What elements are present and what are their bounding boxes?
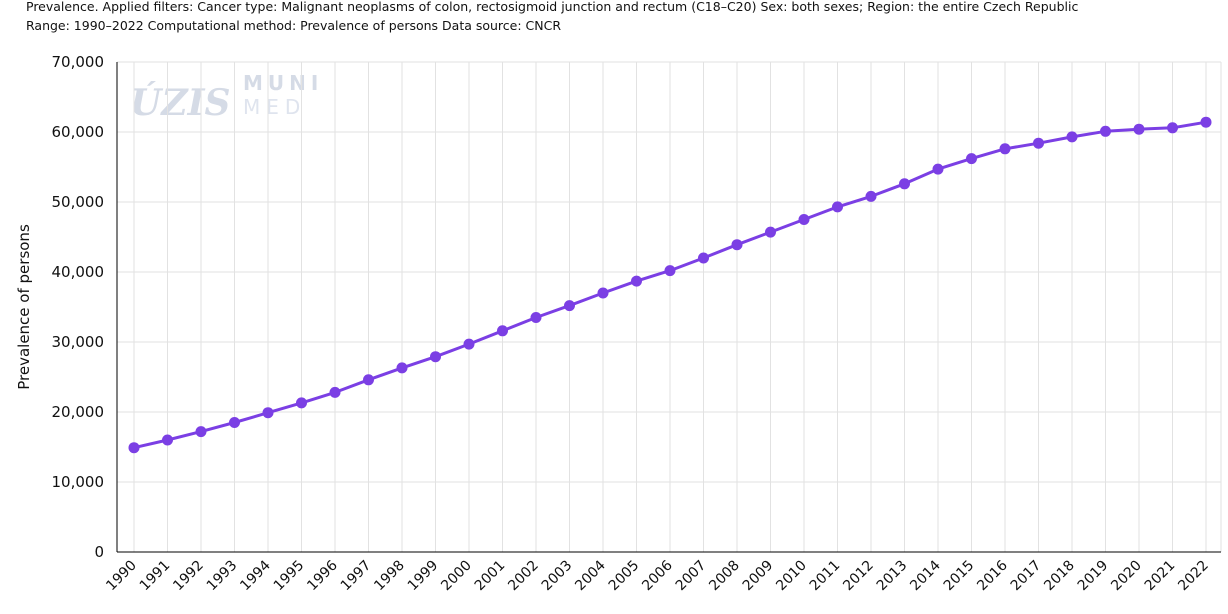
- data-point[interactable]: [497, 325, 508, 337]
- watermark-med: MED: [243, 95, 306, 119]
- data-point[interactable]: [1066, 131, 1078, 143]
- x-tick-label: 1993: [204, 558, 241, 595]
- x-tick-label: 2001: [472, 558, 509, 595]
- watermark-muni: MUNI: [243, 71, 323, 95]
- data-point[interactable]: [430, 351, 441, 363]
- y-tick-label: 50,000: [52, 193, 105, 211]
- data-point[interactable]: [396, 362, 408, 374]
- x-tick-label: 1991: [137, 558, 174, 595]
- data-point[interactable]: [564, 300, 575, 312]
- data-point[interactable]: [1033, 137, 1044, 149]
- data-point[interactable]: [698, 252, 709, 264]
- data-point[interactable]: [195, 426, 207, 438]
- data-point[interactable]: [865, 190, 877, 202]
- data-point[interactable]: [832, 201, 843, 213]
- data-point[interactable]: [966, 153, 977, 165]
- data-point[interactable]: [999, 143, 1011, 155]
- data-point[interactable]: [631, 275, 642, 287]
- data-point[interactable]: [229, 417, 240, 428]
- x-tick-label: 1999: [405, 558, 442, 595]
- x-tick-label: 2012: [840, 558, 877, 595]
- data-point[interactable]: [463, 338, 475, 350]
- data-point[interactable]: [329, 386, 341, 398]
- series-prevalence: [128, 116, 1212, 454]
- x-tick-label: 2016: [974, 557, 1011, 594]
- x-tick-label: 2000: [438, 558, 475, 595]
- y-tick-label: 70,000: [52, 53, 105, 71]
- data-point[interactable]: [363, 374, 374, 386]
- x-tick-label: 2019: [1075, 558, 1112, 595]
- data-point[interactable]: [1133, 123, 1145, 135]
- x-tick-label: 1997: [338, 558, 375, 595]
- data-point[interactable]: [664, 265, 676, 277]
- y-tick-label: 60,000: [52, 123, 105, 141]
- x-tick-label: 2008: [706, 558, 743, 595]
- x-tick-label: 2017: [1008, 558, 1045, 595]
- data-point[interactable]: [530, 312, 542, 323]
- x-axis-ticks: 1990199119921993199419951996199719981999…: [103, 557, 1212, 594]
- data-point[interactable]: [162, 434, 173, 446]
- watermark-uzis: ÚZIS: [130, 82, 231, 124]
- y-tick-label: 0: [94, 543, 104, 561]
- x-tick-label: 2011: [807, 558, 844, 595]
- x-tick-label: 2018: [1041, 558, 1078, 595]
- x-tick-label: 1995: [271, 558, 308, 595]
- x-tick-label: 2006: [639, 557, 676, 594]
- y-tick-label: 30,000: [52, 333, 105, 351]
- data-point[interactable]: [262, 407, 274, 419]
- x-tick-label: 2021: [1142, 558, 1179, 595]
- x-tick-label: 2002: [505, 558, 542, 595]
- data-point[interactable]: [1200, 116, 1212, 128]
- y-axis-label: Prevalence of persons: [15, 224, 33, 390]
- x-tick-label: 2009: [740, 558, 777, 595]
- x-tick-label: 1998: [371, 558, 408, 595]
- x-tick-label: 2020: [1108, 558, 1145, 595]
- filters-caption-line1: Prevalence. Applied filters: Cancer type…: [26, 0, 1079, 14]
- x-tick-label: 2004: [572, 557, 609, 594]
- data-point[interactable]: [932, 163, 944, 175]
- x-tick-label: 1990: [103, 558, 140, 595]
- x-tick-label: 1994: [237, 557, 274, 594]
- data-point[interactable]: [899, 178, 910, 190]
- x-tick-label: 2014: [907, 557, 944, 594]
- data-point[interactable]: [296, 397, 307, 409]
- data-point[interactable]: [731, 239, 743, 251]
- data-point[interactable]: [597, 287, 609, 299]
- data-point[interactable]: [765, 226, 776, 238]
- x-tick-label: 1996: [304, 557, 341, 594]
- watermark: ÚZIS MUNI MED: [130, 71, 323, 124]
- x-tick-label: 2003: [539, 558, 576, 595]
- x-tick-label: 2022: [1175, 558, 1212, 595]
- y-axis-ticks: 0 10,000 20,000 30,000 40,000 50,000 60,000 70,…: [52, 53, 105, 561]
- y-tick-label: 20,000: [52, 403, 105, 421]
- grid-lines: [117, 61, 1222, 552]
- y-tick-label: 40,000: [52, 263, 105, 281]
- x-tick-label: 1992: [170, 558, 207, 595]
- filters-caption-line2: Range: 1990–2022 Computational method: P…: [26, 18, 562, 33]
- x-tick-label: 2005: [606, 558, 643, 595]
- x-tick-label: 2013: [874, 558, 911, 595]
- y-tick-label: 10,000: [52, 473, 105, 491]
- data-point[interactable]: [128, 442, 140, 454]
- x-tick-label: 2007: [673, 558, 710, 595]
- x-tick-label: 2010: [773, 558, 810, 595]
- data-point[interactable]: [798, 214, 810, 225]
- x-tick-label: 2015: [941, 558, 978, 595]
- data-point[interactable]: [1167, 122, 1178, 134]
- data-point[interactable]: [1100, 125, 1111, 137]
- axes: [116, 62, 1221, 553]
